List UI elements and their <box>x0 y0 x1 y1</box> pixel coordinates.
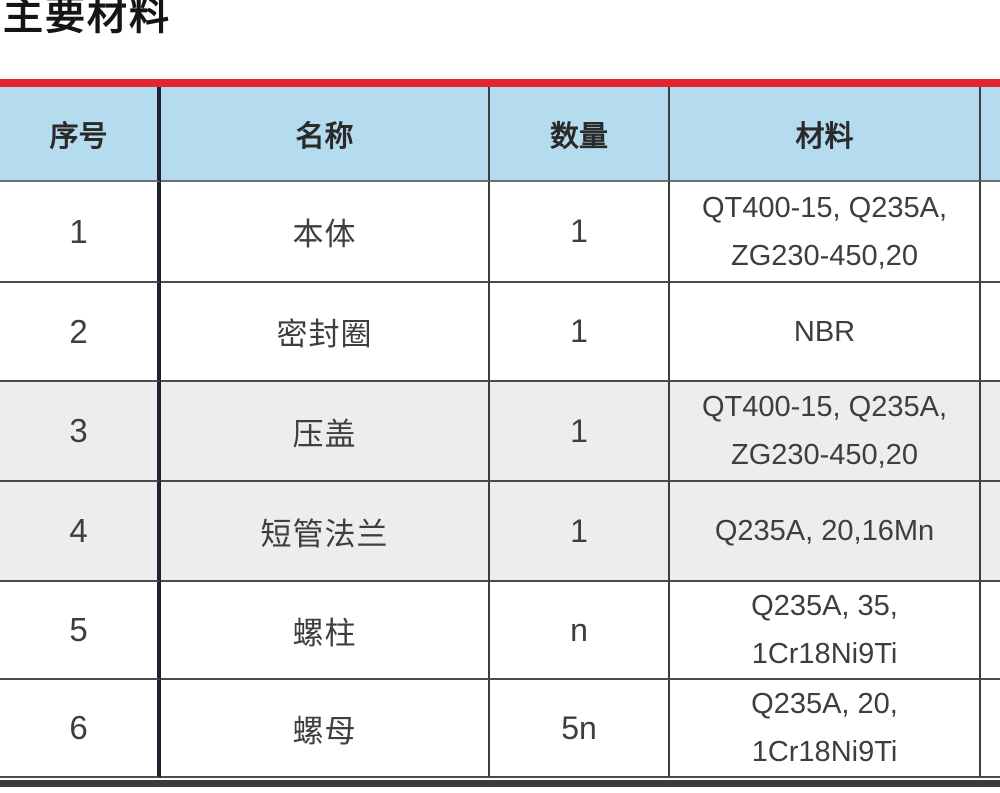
row-2-qty: 1 <box>490 283 670 382</box>
row-5-name: 螺柱 <box>161 582 490 680</box>
row-1-material: QT400-15, Q235A, ZG230-450,20 <box>670 182 981 283</box>
row-2-no: 2 <box>0 283 161 382</box>
row-4-name: 短管法兰 <box>161 482 490 582</box>
row-2-material: NBR <box>670 283 981 382</box>
row-4-no: 4 <box>0 482 161 582</box>
row-1-qty: 1 <box>490 182 670 283</box>
header-no: 序号 <box>0 87 161 182</box>
row-1-spacer <box>981 182 1000 283</box>
materials-table: 序号 名称 数量 材料 1 本体 1 QT400-15, Q235A, ZG23… <box>0 87 1000 778</box>
row-3-material: QT400-15, Q235A, ZG230-450,20 <box>670 382 981 482</box>
header-spacer <box>981 87 1000 182</box>
row-6-qty: 5n <box>490 680 670 778</box>
row-5-material: Q235A, 35, 1Cr18Ni9Ti <box>670 582 981 680</box>
accent-rule <box>0 79 1000 87</box>
row-5-no: 5 <box>0 582 161 680</box>
row-5-qty: n <box>490 582 670 680</box>
page-title: 主要材料 <box>3 0 171 38</box>
row-4-qty: 1 <box>490 482 670 582</box>
row-4-material: Q235A, 20,16Mn <box>670 482 981 582</box>
row-6-name: 螺母 <box>161 680 490 778</box>
header-material: 材料 <box>670 87 981 182</box>
row-2-name: 密封圈 <box>161 283 490 382</box>
row-6-no: 6 <box>0 680 161 778</box>
row-3-name: 压盖 <box>161 382 490 482</box>
row-3-spacer <box>981 382 1000 482</box>
row-6-spacer <box>981 680 1000 778</box>
header-qty: 数量 <box>490 87 670 182</box>
row-1-no: 1 <box>0 182 161 283</box>
row-1-name: 本体 <box>161 182 490 283</box>
row-4-spacer <box>981 482 1000 582</box>
row-3-qty: 1 <box>490 382 670 482</box>
row-6-material: Q235A, 20, 1Cr18Ni9Ti <box>670 680 981 778</box>
row-2-spacer <box>981 283 1000 382</box>
row-3-no: 3 <box>0 382 161 482</box>
table-bottom-border <box>0 780 1000 787</box>
row-5-spacer <box>981 582 1000 680</box>
header-name: 名称 <box>161 87 490 182</box>
